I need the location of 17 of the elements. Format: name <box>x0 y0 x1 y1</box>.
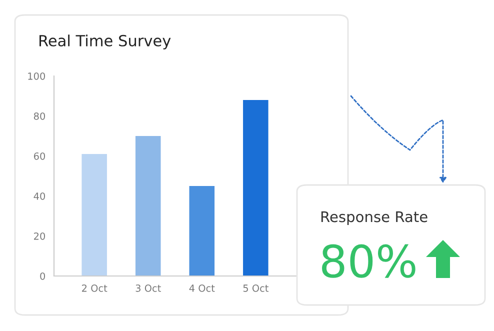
y-tick-label: 100 <box>28 72 46 80</box>
y-tick-label: 0 <box>40 272 46 280</box>
bar <box>189 186 215 276</box>
x-tick-label: 4 Oct <box>189 284 215 292</box>
bar <box>82 154 107 276</box>
y-tick-label: 20 <box>34 232 46 240</box>
chart-title: Real Time Survey <box>40 34 171 50</box>
y-tick-label: 40 <box>34 192 46 200</box>
x-tick-label: 3 Oct <box>136 284 161 292</box>
y-tick-label: 80 <box>34 112 46 120</box>
y-tick-label: 60 <box>34 152 46 160</box>
bar <box>135 136 161 276</box>
text: 80% <box>322 244 416 278</box>
text: Response Rate <box>321 211 428 226</box>
x-tick-label: 5 Oct <box>243 284 268 292</box>
x-tick-label: 2 Oct <box>82 284 108 292</box>
bar <box>243 100 268 276</box>
